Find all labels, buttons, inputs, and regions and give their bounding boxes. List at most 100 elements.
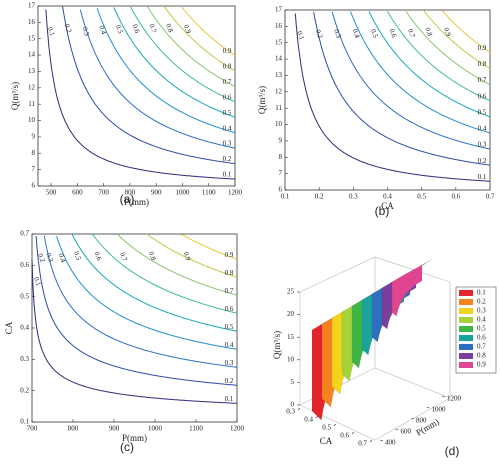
contour-label: 0.6 [93, 251, 104, 262]
z-axis-label: Q(m³/s) [272, 331, 282, 359]
y-tick-label: 15 [28, 34, 36, 42]
y-tick [426, 406, 430, 409]
legend-label: 0.2 [477, 298, 486, 306]
y-tick-label: 7 [32, 165, 36, 173]
legend-label: 0.9 [477, 361, 486, 369]
legend-label: 0.6 [477, 334, 486, 342]
contour-line [45, 9, 235, 180]
legend-label: 0.7 [477, 343, 486, 351]
x-tick-label: 0.6 [340, 432, 349, 440]
x-tick-label: 800 [68, 425, 79, 433]
contour-label: 0.8 [225, 269, 234, 277]
x-tick-label: 0.7 [486, 193, 495, 201]
legend-label: 0.8 [477, 352, 486, 360]
contour-line [117, 234, 238, 296]
y-tick-label: 7 [279, 169, 283, 177]
panel-caption: (d) [445, 444, 460, 458]
y-tick-label: 6 [279, 186, 283, 194]
legend-label: 0.4 [477, 316, 486, 324]
contour-label: 0.9 [225, 251, 234, 259]
y-tick [410, 417, 415, 420]
x-tick [351, 431, 355, 435]
y-tick-label: 1000 [432, 406, 447, 414]
contour-label: 0.1 [295, 30, 306, 41]
y-axis-label: CA [4, 321, 14, 334]
contour-label: 0.8 [147, 251, 158, 262]
z-tick-label: 5 [291, 378, 295, 386]
contour-line [56, 235, 238, 350]
contour-label: 0.4 [478, 125, 487, 133]
legend-swatch [459, 290, 473, 296]
x-tick-label: 1000 [175, 189, 190, 197]
plot-frame [284, 9, 491, 191]
legend-swatch [459, 317, 473, 323]
contour-label: 0.2 [225, 377, 234, 385]
contour-label: 0.4 [225, 341, 234, 349]
legend-swatch [459, 308, 473, 314]
axes-box [299, 256, 451, 441]
contour-line [441, 9, 491, 53]
contour-label: 0.2 [223, 155, 232, 163]
contour-label: 0.2 [314, 29, 325, 40]
contour-line [181, 6, 236, 56]
y-tick [379, 439, 384, 442]
contour-label: 0.3 [332, 28, 343, 39]
contour-label: 0.7 [118, 251, 129, 262]
contour-line [35, 235, 238, 386]
y-tick-label: 14 [28, 51, 36, 59]
x-tick [369, 439, 373, 443]
y-tick-label: 0.3 [20, 355, 29, 363]
contour-line [422, 9, 491, 69]
contour-label: 0.4 [97, 25, 108, 36]
y-tick-label: 16 [275, 22, 283, 30]
y-tick-label: 8 [279, 153, 283, 161]
z-tick-label: 25 [287, 288, 295, 296]
y-tick-label: 13 [28, 67, 36, 75]
x-axis-label: CA [320, 436, 333, 446]
surface-layer [391, 259, 433, 317]
x-tick-label: 0.2 [315, 193, 324, 201]
y-axis-label: Q(m³/s) [10, 82, 20, 110]
contour-line [71, 233, 238, 332]
contour-label: 0.8 [423, 26, 434, 37]
y-tick-label: 0.1 [20, 418, 29, 426]
x-tick-label: 700 [98, 189, 109, 197]
y-tick-label: 800 [416, 417, 427, 425]
contour-label: 0.3 [478, 141, 487, 149]
contour-label: 0.7 [225, 287, 234, 295]
y-tick-label: 14 [275, 55, 283, 63]
y-tick-label: 0.4 [20, 324, 29, 332]
contour-label: 0.4 [351, 28, 362, 39]
contour-label: 0.3 [223, 140, 232, 148]
z-tick-label: 10 [287, 355, 295, 363]
contour-label: 0.1 [32, 276, 43, 287]
x-tick-label: 0.1 [281, 193, 290, 201]
legend-swatch [459, 299, 473, 305]
contour-label: 0.3 [44, 252, 55, 263]
y-tick-label: 1200 [447, 395, 462, 403]
contour-label: 0.1 [478, 173, 487, 181]
contour-line [113, 7, 236, 118]
y-tick-label: 9 [32, 133, 36, 141]
y-tick-label: 10 [28, 116, 36, 124]
y-tick-label: 17 [275, 6, 283, 14]
contour-label: 0.5 [369, 28, 380, 39]
x-tick-label: 800 [125, 189, 136, 197]
contour-line [181, 233, 238, 260]
legend-swatch [459, 335, 473, 341]
y-tick-label: 0.5 [20, 292, 29, 300]
contour-line [96, 8, 236, 134]
contour-label: 0.6 [131, 23, 142, 34]
contour-line [387, 11, 491, 102]
contour-line [92, 233, 238, 314]
contour-line [405, 11, 491, 86]
x-tick-label: 0.3 [286, 408, 295, 416]
x-tick-label: 1100 [189, 425, 203, 433]
x-axis-label: P(mm) [124, 197, 149, 207]
y-tick-label: 8 [32, 149, 36, 157]
legend-label: 0.1 [477, 289, 486, 297]
y-tick-label: 0.7 [20, 230, 29, 238]
contour-label: 0.5 [223, 109, 232, 117]
x-tick-label: 600 [72, 189, 83, 197]
